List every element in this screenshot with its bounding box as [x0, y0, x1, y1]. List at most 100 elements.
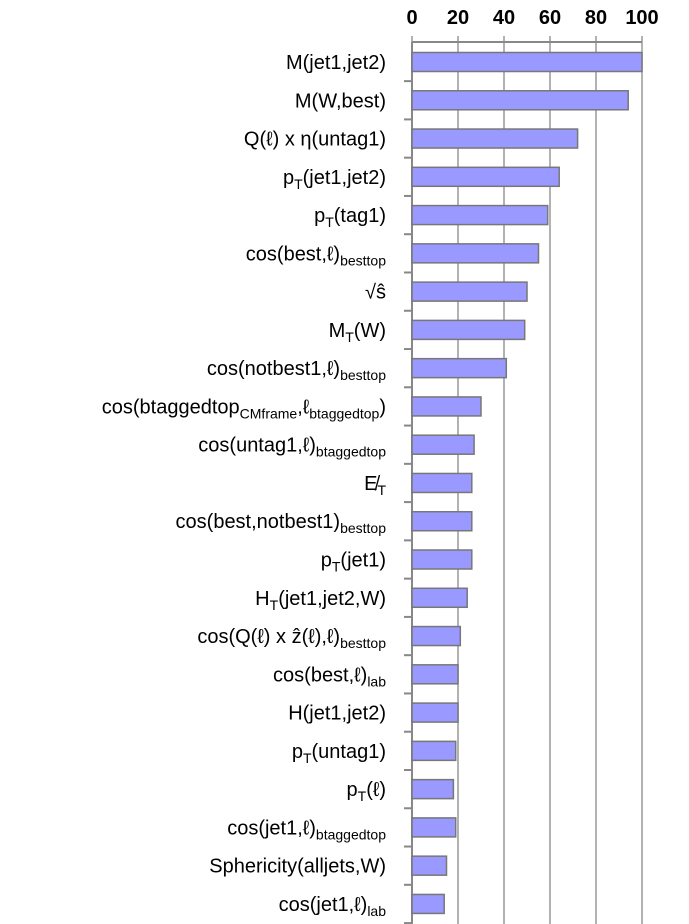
bar: [411, 357, 508, 379]
y-tick-label: pT(jet1,jet2): [283, 167, 386, 192]
label-part: (tag1): [334, 205, 386, 227]
label-subscript: besttop: [340, 520, 386, 536]
bar: [411, 740, 457, 762]
label-part: (ℓ): [366, 779, 386, 801]
label-part: (jet1,jet2,W): [278, 588, 386, 610]
y-tick-label: pT(tag1): [314, 205, 386, 230]
bar: [411, 281, 528, 302]
y-tick-label: cos(jet1,ℓ)lab: [279, 894, 387, 919]
label-part: cos(notbest1,ℓ): [207, 358, 340, 380]
y-tick-label: cos(notbest1,ℓ)besttop: [207, 358, 386, 383]
label-subscript: T: [345, 329, 354, 345]
y-tick-label: E̸T: [364, 473, 386, 498]
label-part: p: [292, 741, 303, 763]
label-subscript: besttop: [340, 252, 386, 268]
y-tick-label: H(jet1,jet2): [288, 703, 386, 725]
y-tick-label: cos(best,ℓ)lab: [273, 664, 386, 689]
label-subscript: T: [303, 750, 312, 766]
label-part: √ŝ: [365, 282, 386, 304]
label-subscript: besttop: [340, 635, 386, 651]
x-tick-label: 80: [585, 7, 607, 29]
label-subscript: lab: [367, 903, 386, 919]
bar: [411, 549, 473, 570]
label-subscript: besttop: [340, 367, 386, 383]
y-tick-label: cos(untag1,ℓ)btaggedtop: [198, 435, 386, 460]
label-part: cos(best,ℓ): [273, 664, 367, 686]
label-subscript: lab: [367, 673, 386, 689]
x-tick-label: 100: [625, 7, 658, 29]
x-tick-label: 40: [493, 7, 515, 29]
label-subscript: T: [358, 788, 367, 804]
bar: [411, 204, 549, 226]
bar: [411, 855, 448, 876]
bar: [411, 778, 455, 800]
label-part: H: [255, 588, 269, 610]
label-part: (W): [354, 320, 386, 342]
bar: [411, 243, 540, 264]
label-part: M: [329, 320, 346, 342]
label-part: ,ℓ: [297, 396, 310, 418]
y-tick-label: cos(best,notbest1)besttop: [176, 511, 387, 536]
y-tick-label: M(W,best): [295, 90, 386, 112]
y-tick-label: pT(untag1): [292, 741, 386, 766]
y-tick-label: Q(ℓ) x η(untag1): [244, 129, 386, 151]
bar: [411, 587, 468, 609]
x-tick-label: 0: [406, 7, 417, 29]
label-part: (jet1): [340, 550, 386, 572]
y-tick-label: M(jet1,jet2): [286, 52, 386, 74]
y-tick-label: MT(W): [329, 320, 386, 345]
label-part: E̸: [364, 473, 380, 495]
label-subscript: btaggedtop: [309, 405, 379, 421]
bar: [411, 434, 475, 455]
label-part: ): [379, 396, 386, 418]
label-part: Sphericity(alljets,W): [209, 856, 386, 878]
y-tick-label: cos(Q(ℓ) x ẑ(ℓ),ℓ)besttop: [197, 626, 386, 651]
y-tick-label: cos(btaggedtopCMframe,ℓbtaggedtop): [102, 396, 386, 421]
label-part: cos(jet1,ℓ): [279, 894, 368, 916]
bar: [411, 396, 482, 417]
label-part: (untag1): [312, 741, 387, 763]
y-tick-label: pT(ℓ): [347, 779, 386, 804]
bar: [411, 817, 457, 838]
bar: [411, 664, 459, 685]
bar: [411, 893, 445, 915]
y-tick-label: Sphericity(alljets,W): [209, 856, 386, 878]
label-part: M(W,best): [295, 90, 386, 112]
label-part: p: [314, 205, 325, 227]
label-part: cos(btaggedtop: [102, 396, 240, 418]
bar: [411, 472, 473, 494]
y-tick-label: √ŝ: [365, 282, 386, 304]
bar: [411, 128, 579, 149]
label-part: p: [321, 550, 332, 572]
label-subscript: T: [270, 597, 279, 613]
y-tick-label: pT(jet1): [321, 550, 386, 575]
label-part: M(jet1,jet2): [286, 52, 386, 74]
bar: [411, 702, 459, 723]
label-part: cos(jet1,ℓ): [227, 817, 316, 839]
label-part: p: [347, 779, 358, 801]
label-subscript: T: [294, 176, 303, 192]
label-part: H(jet1,jet2): [288, 703, 386, 725]
label-subscript: T: [332, 559, 341, 575]
label-subscript: btaggedtop: [316, 826, 386, 842]
label-subscript: T: [377, 482, 386, 498]
label-subscript: CMframe: [240, 405, 298, 421]
label-part: cos(untag1,ℓ): [198, 435, 316, 457]
label-part: cos(best,ℓ): [246, 243, 340, 265]
bar: [411, 51, 643, 73]
label-part: cos(best,notbest1): [176, 511, 341, 533]
label-part: Q(ℓ) x η(untag1): [244, 129, 386, 151]
label-part: cos(Q(ℓ) x ẑ(ℓ),ℓ): [197, 626, 340, 648]
bar: [411, 166, 560, 188]
y-tick-label: cos(jet1,ℓ)btaggedtop: [227, 817, 386, 842]
bar: [411, 90, 629, 111]
bar: [411, 625, 462, 647]
y-tick-label: cos(best,ℓ)besttop: [246, 243, 386, 268]
y-tick-label: HT(jet1,jet2,W): [255, 588, 386, 613]
x-tick-label: 20: [447, 7, 469, 29]
x-tick-label: 60: [539, 7, 561, 29]
label-subscript: T: [325, 214, 334, 230]
label-subscript: btaggedtop: [316, 444, 386, 460]
